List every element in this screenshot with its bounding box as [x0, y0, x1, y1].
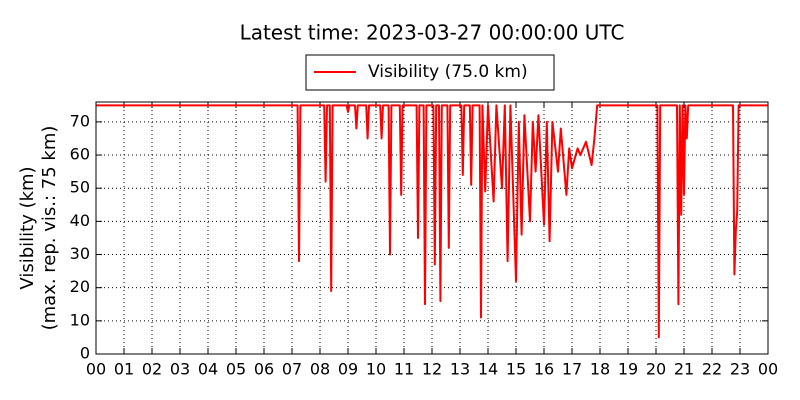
- y-label-line: (max. rep. vis.: 75 km): [39, 126, 60, 331]
- chart-title: Latest time: 2023-03-27 00:00:00 UTC: [240, 21, 625, 45]
- y-label-line: Visibility (km): [17, 166, 38, 289]
- legend-label: Visibility (75.0 km): [368, 62, 528, 82]
- y-tick-label: 10: [70, 310, 90, 329]
- x-tick-label: 14: [478, 360, 498, 379]
- x-tick-label: 11: [394, 360, 414, 379]
- y-tick-label: 70: [70, 111, 90, 130]
- x-tick-label: 05: [226, 360, 246, 379]
- plot-frame: [95, 101, 769, 355]
- data-line: [96, 104, 768, 339]
- x-tick-label: 03: [170, 360, 190, 379]
- x-tick-label: 12: [422, 360, 442, 379]
- x-tick-label: 18: [590, 360, 610, 379]
- x-tick-label: 00: [758, 360, 778, 379]
- x-tick-label: 20: [646, 360, 666, 379]
- x-tick-label: 23: [730, 360, 750, 379]
- y-label: Visibility (km) (max. rep. vis.: 75 km): [17, 126, 60, 331]
- y-tick-label: 60: [70, 145, 90, 164]
- x-tick-label: 16: [534, 360, 554, 379]
- x-tick-label: 09: [338, 360, 358, 379]
- x-tick-label: 22: [702, 360, 722, 379]
- x-tick-label: 13: [450, 360, 470, 379]
- x-tick-label: 06: [254, 360, 274, 379]
- x-tick-label: 21: [674, 360, 694, 379]
- y-tick-label: 40: [70, 211, 90, 230]
- x-tick-label: 08: [310, 360, 330, 379]
- x-tick-label: 01: [114, 360, 134, 379]
- y-tick-label: 50: [70, 178, 90, 197]
- y-tick-label: 30: [70, 244, 90, 263]
- x-tick-label: 02: [142, 360, 162, 379]
- x-tick-label: 17: [562, 360, 582, 379]
- x-tick-label: 07: [282, 360, 302, 379]
- x-tick-label: 10: [366, 360, 386, 379]
- y-tick-label: 0: [80, 344, 90, 363]
- x-tick-label: 00: [86, 360, 106, 379]
- x-tick-label: 15: [506, 360, 526, 379]
- y-tick-label: 20: [70, 277, 90, 296]
- x-tick-label: 04: [198, 360, 218, 379]
- x-tick-label: 19: [618, 360, 638, 379]
